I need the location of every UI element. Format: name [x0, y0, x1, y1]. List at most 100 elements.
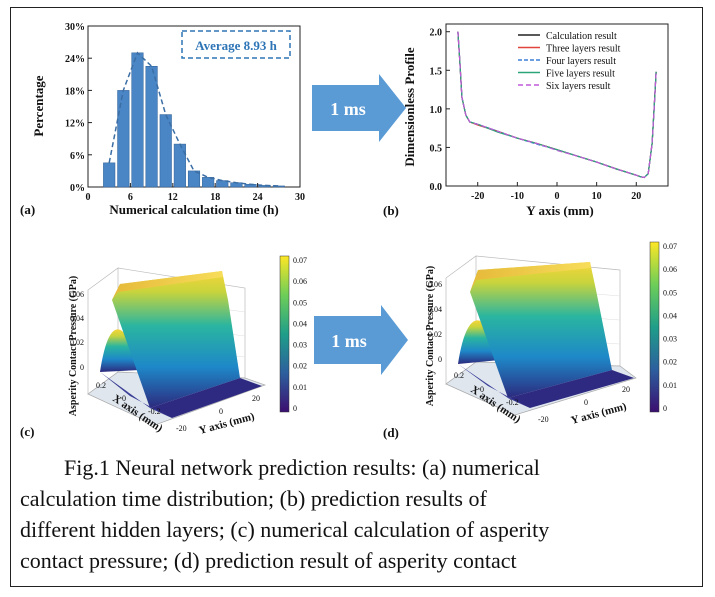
average-annotation: Average 8.93 h	[195, 38, 277, 53]
z-tick: 0.02	[428, 330, 442, 339]
caption-line: different hidden layers; (c) numerical c…	[20, 517, 550, 542]
colorbar-tick: 0.06	[663, 265, 677, 274]
panel-tag-c: (c)	[20, 424, 34, 439]
histogram-bar	[145, 66, 158, 188]
x-tick-label: 18	[210, 192, 220, 203]
histogram-bar	[187, 170, 201, 188]
colorbar-tick: 0.03	[663, 335, 677, 344]
y-tick-label: 0.5	[430, 143, 443, 154]
y-tick: -20	[176, 424, 187, 433]
colorbar-tick: 0	[663, 404, 667, 413]
z-tick: 0	[438, 355, 442, 364]
y-axis-label: Y axis (mm)	[198, 410, 257, 436]
y-tick-label: 1.0	[430, 105, 443, 116]
colorbar-tick: 0.04	[293, 319, 307, 328]
x-tick-label: 6	[128, 192, 133, 203]
legend-label: Six layers result	[546, 81, 611, 92]
caption-line: Fig.1 Neural network prediction results:…	[64, 455, 540, 480]
colorbar-tick: 0	[293, 404, 297, 413]
x-tick: -0.2	[148, 407, 161, 416]
y-tick-label: 1.5	[430, 66, 443, 77]
legend-label: Five layers result	[546, 69, 615, 80]
histogram-bar	[258, 185, 271, 188]
z-tick: 0	[80, 363, 84, 372]
colorbar-tick: 0.05	[293, 298, 307, 307]
legend-label: Three layers result	[546, 44, 621, 55]
average-box	[181, 30, 291, 59]
x-tick-label: 24	[253, 192, 263, 203]
z-tick: 0.04	[428, 305, 442, 314]
y-tick-label: 12%	[65, 119, 85, 130]
z-tick: 0.06	[428, 280, 442, 289]
x-tick: 0	[480, 385, 484, 394]
y-tick-label: 18%	[65, 86, 85, 97]
histogram-bar	[272, 185, 285, 188]
arrow-top: 1 ms	[312, 74, 406, 142]
y-axis-label: Percentage	[31, 75, 46, 136]
x-tick: 0	[122, 394, 126, 403]
histogram-bar	[117, 90, 130, 188]
colorbar-tick: 0.07	[293, 256, 307, 265]
colorbar	[649, 241, 660, 413]
arrow-top-label: 1 ms	[330, 99, 366, 119]
x-tick-label: 0	[555, 191, 560, 202]
x-tick-label: 10	[592, 191, 602, 202]
z-tick: 0.06	[70, 290, 84, 299]
panel-tag-d: (d)	[383, 425, 399, 440]
panel-a-histogram: 0% 6% 12% 18% 24% 30% 0 6 12 18 24 30 Average 8.93…	[20, 22, 305, 217]
panel-b-line-chart: 0.0 0.5 1.0 1.5 2.0 -20 -10 0 10 20 Calculation …	[383, 23, 669, 218]
y-axis-label: Dimensionless Profile	[402, 47, 417, 167]
y-tick-label: 0.0	[430, 182, 443, 193]
figure-caption: Fig.1 Neural network prediction results:…	[20, 452, 695, 576]
panel-d-surface: 0.06 0.04 0.02 0 0.2 0 -0.2 -20 0 20 Asp…	[383, 241, 677, 440]
x-tick-label: -20	[471, 191, 484, 202]
y-tick-label: 24%	[65, 54, 85, 65]
x-tick-label: 0	[86, 192, 91, 203]
z-tick: 0.04	[70, 314, 84, 323]
panel-tag-b: (b)	[383, 203, 399, 218]
z-tick: 0.02	[70, 338, 84, 347]
z-axis-label: Asperity Contact Pressure (GPa)	[425, 266, 436, 406]
histogram-bar	[103, 162, 116, 188]
caption-line: calculation time distribution; (b) predi…	[20, 486, 487, 511]
x-tick-label: -10	[511, 191, 524, 202]
y-tick-label: 30%	[65, 22, 85, 33]
y-tick: -20	[538, 415, 549, 424]
panel-c-surface: 0.06 0.04 0.02 0 0.2 0 -0.2 -20 0 20 Asp…	[20, 255, 307, 439]
y-tick: 0	[219, 407, 223, 416]
histogram-bar	[131, 52, 144, 188]
panel-tag-a: (a)	[20, 202, 35, 217]
arrow-bottom: 1 ms	[314, 305, 408, 375]
histogram-bar	[159, 114, 172, 188]
colorbar	[279, 255, 290, 413]
colorbar-tick: 0.02	[663, 358, 677, 367]
x-axis-label: Y axis (mm)	[526, 203, 593, 218]
x-axis-label: Numerical calculation time (h)	[109, 202, 278, 217]
x-tick: 0.2	[96, 381, 106, 390]
y-tick: 20	[622, 385, 630, 394]
y-tick-label: 0%	[70, 183, 85, 194]
y-tick: 20	[252, 394, 260, 403]
colorbar-tick: 0.02	[293, 362, 307, 371]
x-tick-label: 12	[168, 192, 178, 203]
colorbar-tick: 0.01	[293, 383, 307, 392]
x-tick: 0.2	[454, 371, 464, 380]
colorbar-tick: 0.03	[293, 341, 307, 350]
colorbar-tick: 0.05	[663, 288, 677, 297]
y-axis-label: Y axis (mm)	[570, 400, 629, 426]
x-tick-label: 30	[295, 192, 305, 203]
x-tick-label: 20	[631, 191, 641, 202]
legend-label: Four layers result	[546, 56, 616, 67]
colorbar-tick: 0.07	[663, 242, 677, 251]
y-tick: 0	[584, 398, 588, 407]
arrow-bottom-label: 1 ms	[331, 331, 367, 351]
z-axis-label: Asperity Contact Pressure (GPa)	[68, 276, 79, 416]
histogram-bar	[202, 177, 215, 188]
colorbar-tick: 0.06	[293, 277, 307, 286]
legend-label: Calculation result	[546, 31, 617, 42]
series-line	[457, 31, 657, 179]
y-tick-label: 2.0	[430, 28, 443, 39]
colorbar-tick: 0.04	[663, 311, 677, 320]
y-tick-label: 6%	[70, 151, 85, 162]
